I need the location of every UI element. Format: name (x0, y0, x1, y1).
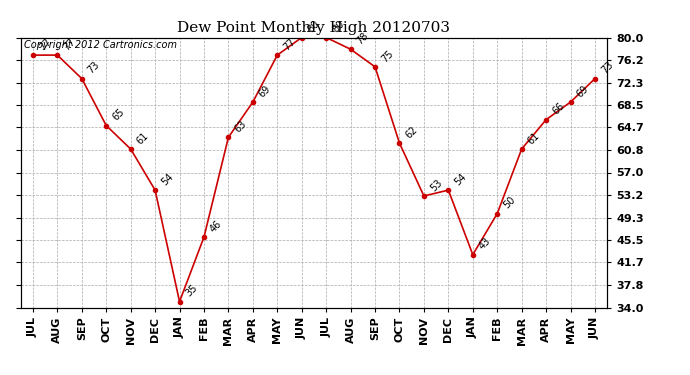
Text: 73: 73 (86, 60, 102, 76)
Text: 62: 62 (404, 124, 420, 140)
Text: 80: 80 (331, 19, 346, 35)
Text: 77: 77 (282, 36, 297, 52)
Text: 50: 50 (502, 195, 518, 211)
Text: 43: 43 (477, 236, 493, 252)
Text: 78: 78 (355, 31, 371, 46)
Text: 65: 65 (110, 107, 126, 123)
Text: Copyright 2012 Cartronics.com: Copyright 2012 Cartronics.com (23, 40, 177, 50)
Title: Dew Point Monthly High 20120703: Dew Point Monthly High 20120703 (177, 21, 451, 35)
Text: 46: 46 (208, 219, 224, 234)
Text: 77: 77 (61, 36, 77, 52)
Text: 66: 66 (550, 101, 566, 117)
Text: 53: 53 (428, 177, 444, 193)
Text: 61: 61 (526, 130, 542, 146)
Text: 54: 54 (159, 171, 175, 188)
Text: 61: 61 (135, 130, 150, 146)
Text: 63: 63 (233, 119, 248, 135)
Text: 75: 75 (380, 48, 395, 64)
Text: 69: 69 (257, 84, 273, 99)
Text: 73: 73 (599, 60, 615, 76)
Text: 77: 77 (37, 36, 53, 52)
Text: 80: 80 (306, 19, 322, 35)
Text: 54: 54 (453, 171, 469, 188)
Text: 69: 69 (575, 84, 591, 99)
Text: 35: 35 (184, 283, 199, 299)
